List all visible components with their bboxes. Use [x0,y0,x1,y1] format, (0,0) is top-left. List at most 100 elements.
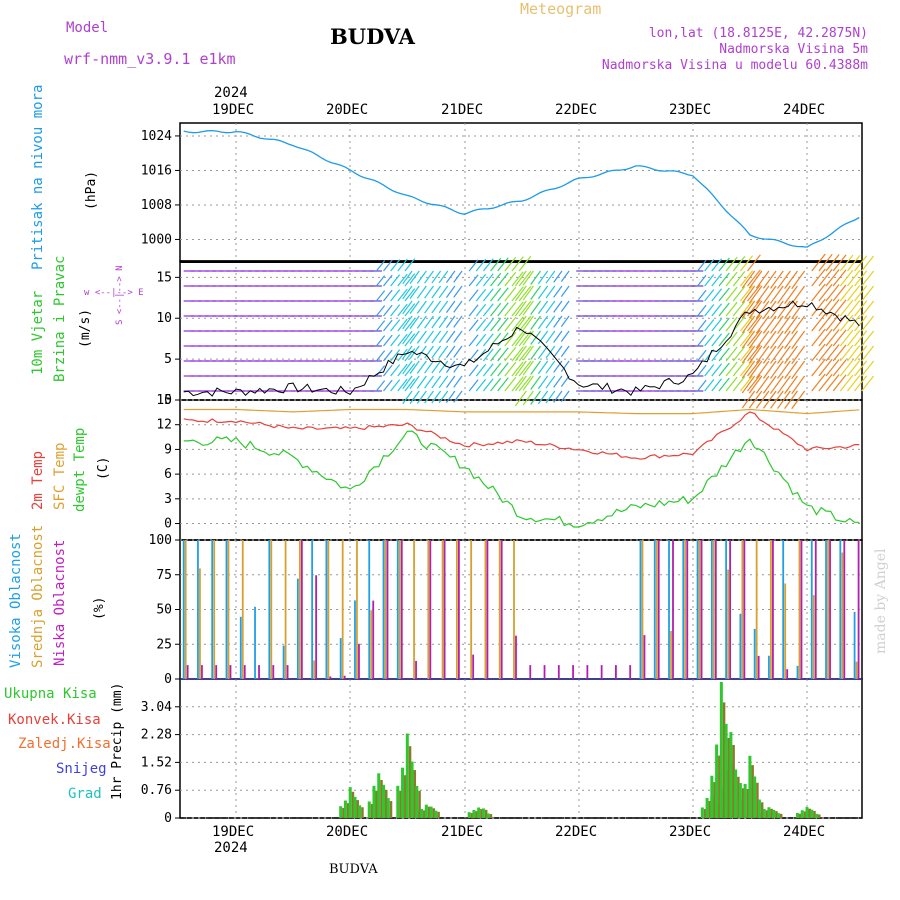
precip-total-bar [424,804,428,818]
wind-barb [784,285,798,305]
legend-total-rain: Ukupna Kisa [4,686,97,702]
wind-barb [755,300,770,319]
wind-barb [704,319,715,332]
wind-barb [504,331,517,347]
precip-conv-bar [437,811,440,818]
wind-barb [514,270,527,287]
wind-barb [431,360,442,374]
wind-barb [770,360,784,379]
wind-barb [404,348,416,362]
wind-tick-label-3: 0 [164,393,172,408]
wind-barb [402,375,413,390]
wind-barb [784,375,798,395]
wind-barb [839,359,854,377]
wind-barb [404,273,416,287]
precip-total-bar [805,807,809,818]
wind-barb [825,344,840,362]
wind-barb [416,270,427,284]
model-name: wrf-nmm_v3.9.1 e1km [64,50,236,68]
wind-barb [854,375,868,392]
wind-barb [846,315,861,332]
cloud-tick-label-1: 75 [156,568,172,583]
wind-barb [409,330,420,344]
day-label-bottom-23dec: 23DEC [669,824,711,840]
wind-barb [732,346,746,362]
wind-barb [748,285,763,304]
precip-total-bar [800,810,804,818]
wind-barb [522,360,534,376]
wind-barb [522,375,534,391]
wind-barb [445,315,456,328]
wind-barb [739,330,754,347]
precip-conv-bar [470,813,474,818]
wind-barb [697,304,707,317]
wind-barb [537,360,549,375]
wind-barb [732,286,746,302]
wind-barb [497,347,509,362]
wind-barb [839,284,854,302]
wind-barb [409,390,420,404]
precip-total-bar [705,798,709,818]
cloud-tick-label-3: 25 [156,637,172,652]
precip-total-bar [738,798,742,818]
wind-barb [402,360,413,375]
wind-barb [424,390,434,404]
precip-total-bar [757,813,761,818]
wind-barb [755,270,770,289]
precip-total-bar [700,807,704,818]
wind-barb [755,375,770,394]
wind-barb [854,345,868,362]
wind-barb [504,271,517,287]
wind-barb [784,345,798,365]
wind-barb [762,270,777,289]
precip-conv-bar [489,814,493,818]
precip-conv-bar [342,807,345,818]
wind-barb [825,269,840,287]
wind-barb [854,285,868,302]
wind-barb [704,334,715,347]
wind-barb [445,330,456,343]
wind-barb [468,334,479,347]
wind-barb [777,285,791,304]
wind-barb [748,390,763,409]
wind-barb [402,270,413,285]
wind-barb [409,315,420,329]
wind-barb [375,320,386,332]
wind-barb [445,375,456,388]
wind-barb [846,330,861,347]
wind-barb [725,286,738,302]
wind-barb [825,254,840,272]
day-label-bottom-24dec: 24DEC [783,824,825,840]
wind-barb [424,330,434,344]
wind-barb [777,300,791,319]
precip-total-bar [710,775,714,818]
precip-total-bar [343,800,347,818]
wind-barb [739,360,754,377]
precip-tick-label-0: 3.04 [141,700,172,715]
wind-barb [854,330,868,347]
wind-barb [818,268,833,287]
wind-barb [504,346,517,362]
wind-barb [711,348,723,362]
precip-conv-bar [718,755,721,818]
wind-barb [424,315,434,329]
precip-total-bar [724,760,728,818]
wind-barb [490,362,502,377]
wind-barb [490,257,502,272]
wind-barb [725,331,738,347]
wind-barb [545,330,556,344]
wind-barb [397,378,408,392]
wind-barb [537,390,549,405]
wind-barb [518,285,532,302]
wind-barb [704,379,715,392]
precip-total-bar [481,808,485,818]
wind-barb [482,303,494,317]
temp-tick-label-5: 0 [164,517,172,532]
wind-barb [397,273,408,287]
wind-barb [739,345,754,362]
wind-barb [475,273,487,287]
wind-barb [530,330,542,345]
wind-barb [453,270,463,283]
wind-tick-label-0: 15 [156,270,172,285]
